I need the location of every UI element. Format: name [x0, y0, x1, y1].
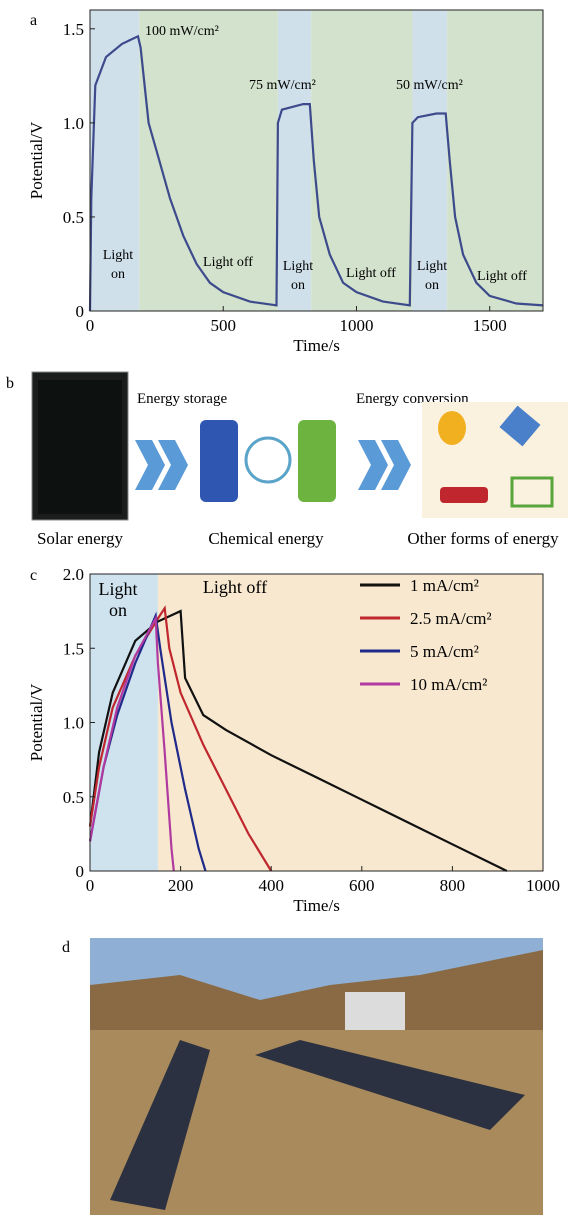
- y-tick-label: 0: [76, 302, 85, 321]
- annotation: Light off: [346, 266, 396, 281]
- shaded-region: [90, 10, 139, 311]
- annotation: Light: [417, 259, 447, 274]
- shaded-region: [447, 10, 543, 311]
- x-axis-label: Time/s: [293, 336, 340, 355]
- label: Chemical energy: [208, 529, 324, 548]
- car: [440, 487, 488, 503]
- y-tick-label: 1.0: [63, 114, 84, 133]
- legend-label: 2.5 mA/cm²: [410, 609, 492, 628]
- figure: b Energy storage Energy conversion Solar…: [0, 0, 579, 1223]
- x-tick-label: 0: [86, 316, 95, 335]
- annotation: 75 mW/cm²: [249, 78, 316, 93]
- label: Energy storage: [137, 391, 227, 407]
- annotation: Light: [283, 259, 313, 274]
- x-tick-label: 1000: [526, 876, 560, 895]
- y-tick-label: 2.0: [63, 565, 84, 584]
- balloon: [438, 411, 466, 445]
- annotation: 100 mW/cm²: [145, 24, 219, 39]
- panel-label: a: [30, 12, 37, 29]
- annotation: on: [291, 278, 305, 293]
- annotation: Light: [103, 248, 133, 263]
- panel-label: c: [30, 567, 37, 584]
- annotation: on: [425, 278, 439, 293]
- x-tick-label: 500: [210, 316, 236, 335]
- battery-blue: [200, 420, 238, 502]
- x-tick-label: 400: [258, 876, 284, 895]
- x-tick-label: 0: [86, 876, 95, 895]
- legend-label: 1 mA/cm²: [410, 576, 479, 595]
- y-tick-label: 1.5: [63, 20, 84, 39]
- solar-panel-cells: [38, 380, 122, 514]
- x-tick-label: 600: [349, 876, 375, 895]
- label: Solar energy: [37, 529, 124, 548]
- battery-green: [298, 420, 336, 502]
- y-tick-label: 0.5: [63, 788, 84, 807]
- y-tick-label: 0: [76, 862, 85, 881]
- x-tick-label: 800: [440, 876, 466, 895]
- x-axis-label: Time/s: [293, 896, 340, 915]
- panel-label: d: [62, 939, 70, 956]
- photo-building: [345, 992, 405, 1032]
- x-tick-label: 200: [168, 876, 194, 895]
- annotation: 50 mW/cm²: [396, 78, 463, 93]
- cycle: [246, 438, 290, 482]
- y-tick-label: 0.5: [63, 208, 84, 227]
- annotation: on: [109, 600, 127, 620]
- label: Other forms of energy: [407, 529, 559, 548]
- legend-label: 10 mA/cm²: [410, 675, 487, 694]
- legend-label: 5 mA/cm²: [410, 642, 479, 661]
- panel-label: b: [6, 375, 14, 392]
- annotation: on: [111, 267, 125, 282]
- y-axis-label: Potential/V: [27, 121, 46, 199]
- annotation: Light off: [203, 255, 253, 270]
- annotation: Light off: [477, 269, 527, 284]
- annotation: Light off: [203, 577, 267, 597]
- x-tick-label: 1500: [473, 316, 507, 335]
- y-axis-label: Potential/V: [27, 683, 46, 761]
- y-tick-label: 1.0: [63, 714, 84, 733]
- x-tick-label: 1000: [339, 316, 373, 335]
- y-tick-label: 1.5: [63, 639, 84, 658]
- annotation: Light: [99, 579, 138, 599]
